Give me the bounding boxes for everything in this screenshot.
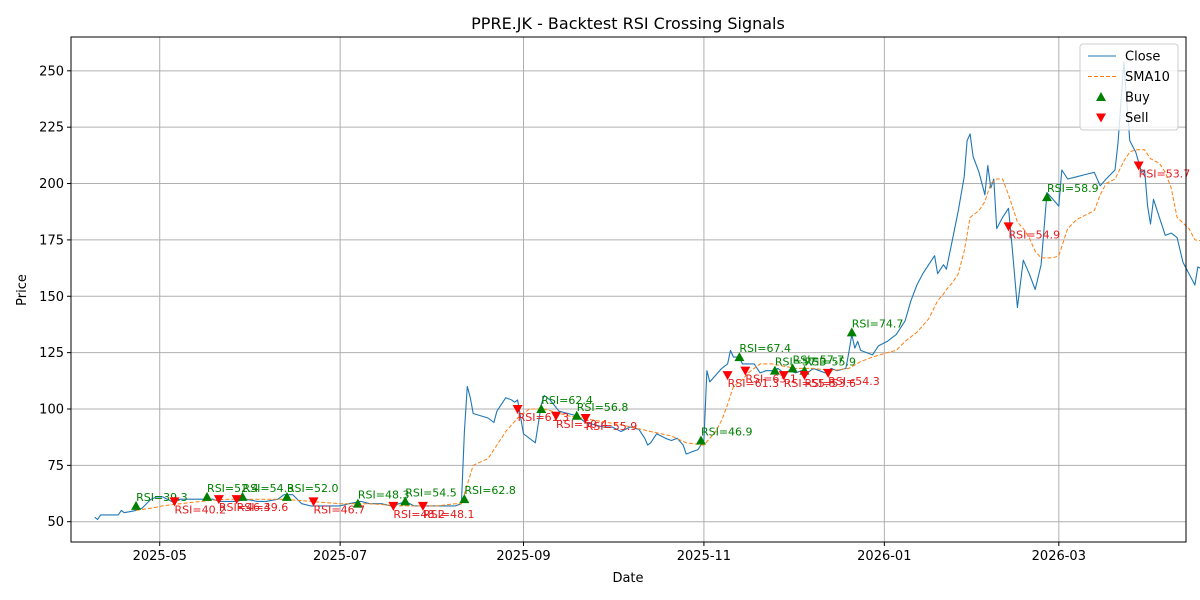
sell-label: RSI=40.2	[175, 503, 227, 516]
y-axis-title: Price	[15, 274, 30, 306]
buy-label: RSI=58.9	[1047, 182, 1099, 195]
sell-marker	[417, 501, 428, 511]
y-tick-label: 50	[47, 515, 64, 530]
buy-marker	[459, 494, 470, 504]
sell-marker	[1133, 161, 1144, 171]
buy-label: RSI=39.3	[136, 491, 188, 504]
sell-label: RSI=48.1	[423, 508, 475, 521]
x-tick-label: 2025-09	[496, 549, 550, 564]
sell-marker	[740, 366, 751, 376]
ticks: 2025-05 2025-07 2025-09 2025-11 2026-01 2026-…	[39, 64, 1086, 564]
buy-marker	[202, 491, 213, 501]
y-tick-label: 100	[39, 402, 64, 417]
buy-marker	[400, 496, 411, 506]
y-tick-label: 250	[39, 64, 64, 79]
sell-marker	[169, 497, 180, 507]
buy-label: RSI=55.9	[804, 356, 856, 369]
sell-label: RSI=49.6	[237, 501, 289, 514]
sell-label: RSI=55.9	[586, 420, 638, 433]
buy-marker	[787, 363, 798, 373]
buy-label: RSI=54.3	[243, 482, 295, 495]
sell-marker	[778, 371, 789, 381]
sell-marker	[512, 404, 523, 414]
sell-label: RSI=53.6	[804, 377, 856, 390]
buy-label: RSI=62.8	[464, 484, 516, 497]
sell-marker	[308, 497, 319, 507]
sell-label: RSI=54.9	[1009, 228, 1061, 241]
buy-marker	[131, 500, 142, 510]
buy-marker	[1041, 192, 1052, 202]
plot-frame	[70, 36, 1187, 543]
close-line	[94, 61, 1200, 521]
series-layer	[94, 61, 1200, 521]
buy-marker	[281, 491, 292, 501]
y-tick-label: 225	[39, 121, 64, 136]
sell-label: RSI=46.7	[314, 503, 366, 516]
buy-marker	[352, 498, 363, 508]
x-tick-label: 2025-11	[677, 549, 731, 564]
x-tick-label: 2026-01	[857, 549, 911, 564]
legend-label: Buy	[1125, 91, 1150, 106]
sell-marker	[580, 414, 591, 424]
sell-marker	[823, 368, 834, 378]
sma10-line	[136, 149, 1200, 511]
sell-label: RSI=54.3	[828, 375, 880, 388]
sell-label: RSI=48.2	[393, 508, 445, 521]
y-tick-label: 200	[39, 177, 64, 192]
sell-label: RSI=53.7	[1139, 168, 1191, 181]
sell-label: RSI=50.4	[556, 418, 608, 431]
sell-label: RSI=55.8	[784, 377, 836, 390]
legend-sell-swatch	[1096, 113, 1106, 123]
grid	[71, 37, 1186, 542]
legend-label: Close	[1125, 50, 1160, 65]
legend-label: Sell	[1125, 111, 1148, 126]
signal-layer: RSI=39.3RSI=52.4RSI=54.3RSI=52.0RSI=48.3…	[131, 161, 1191, 521]
buy-label: RSI=46.9	[701, 426, 753, 439]
sell-marker	[722, 371, 733, 381]
buy-marker	[846, 327, 857, 337]
chart-title: PPRE.JK - Backtest RSI Crossing Signals	[471, 14, 785, 33]
legend: Close SMA10 Buy Sell	[1079, 43, 1179, 131]
buy-marker	[695, 435, 706, 445]
buy-marker	[536, 403, 547, 413]
buy-label: RSI=48.3	[358, 489, 410, 502]
buy-marker	[237, 491, 248, 501]
legend-buy-swatch	[1096, 92, 1106, 101]
x-tick-label: 2025-07	[313, 549, 367, 564]
buy-label: RSI=54.5	[405, 486, 457, 499]
buy-marker	[734, 352, 745, 362]
buy-marker	[769, 365, 780, 375]
sell-marker	[213, 495, 224, 505]
sell-marker	[231, 495, 242, 505]
buy-label: RSI=74.7	[852, 317, 904, 330]
y-tick-label: 75	[47, 459, 64, 474]
y-tick-label: 150	[39, 290, 64, 305]
sell-marker	[551, 411, 562, 421]
buy-label: RSI=57.7	[793, 353, 845, 366]
buy-label: RSI=52.0	[287, 482, 339, 495]
y-tick-label: 175	[39, 233, 64, 248]
x-tick-label: 2025-05	[133, 549, 187, 564]
buy-label: RSI=67.4	[739, 342, 791, 355]
x-tick-label: 2026-03	[1032, 549, 1086, 564]
buy-label: RSI=62.4	[541, 394, 593, 407]
sell-marker	[1003, 222, 1014, 232]
sell-label: RSI=61.3	[728, 377, 780, 390]
sell-marker	[799, 371, 810, 381]
sell-label: RSI=46.3	[219, 501, 271, 514]
buy-label: RSI=57.3	[775, 356, 827, 369]
x-axis-title: Date	[612, 571, 643, 586]
y-tick-label: 125	[39, 346, 64, 361]
legend-box	[1079, 43, 1179, 131]
legend-label: SMA10	[1125, 70, 1170, 85]
buy-label: RSI=56.8	[577, 401, 629, 414]
buy-marker	[571, 410, 582, 420]
sell-marker	[388, 501, 399, 511]
buy-label: RSI=52.4	[207, 482, 259, 495]
